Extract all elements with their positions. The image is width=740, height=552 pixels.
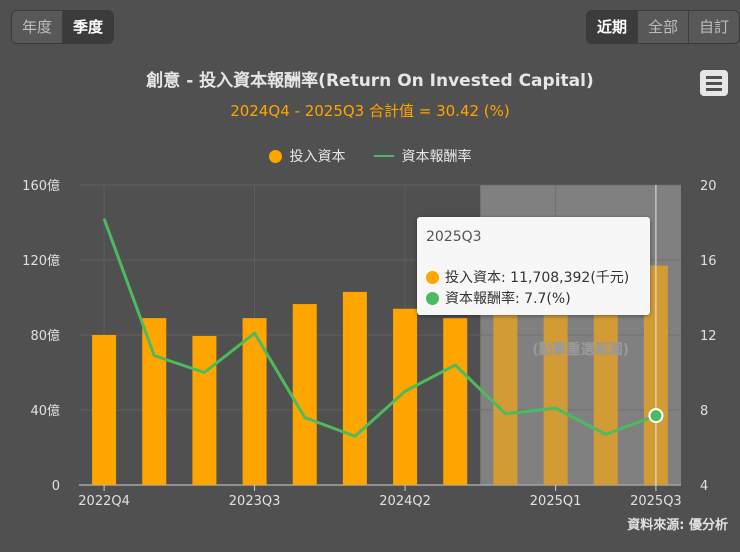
x-tick-label: 2024Q2 — [379, 494, 431, 509]
tab-custom[interactable]: 自訂 — [688, 11, 739, 43]
y-left-tick-label: 0 — [52, 479, 60, 494]
bar-capital — [242, 318, 267, 485]
x-tick-label: 2025Q3 — [630, 494, 682, 509]
y-left-tick-label: 120億 — [22, 253, 60, 269]
bar-capital — [92, 335, 117, 485]
legend-label-roic: 資本報酬率 — [401, 149, 472, 165]
tooltip-row-capital: 投入資本: 11,708,392(千元) — [426, 267, 629, 287]
legend-dot-icon — [268, 149, 282, 163]
bar-capital — [493, 305, 518, 485]
tooltip-capital-value: 投入資本: 11,708,392(千元) — [445, 270, 630, 286]
hamburger-menu-icon[interactable] — [700, 70, 728, 96]
x-tick-label: 2025Q1 — [530, 494, 582, 509]
y-left-tick-label: 160億 — [22, 178, 60, 194]
x-tick-label: 2022Q4 — [78, 494, 130, 509]
legend-item-capital[interactable]: 投入資本 — [268, 146, 346, 166]
line-roic — [102, 218, 657, 438]
tooltip-dot-icon — [426, 291, 439, 305]
period-toggle: 年度 季度 — [11, 10, 115, 44]
range-toggle: 近期 全部 自訂 — [585, 10, 740, 44]
y-left-tick-label: 40億 — [30, 403, 60, 419]
source-credit: 資料來源: 優分析 — [627, 518, 728, 533]
tab-all[interactable]: 全部 — [637, 11, 689, 43]
y-right-tick-label: 16 — [700, 254, 717, 269]
tab-recent[interactable]: 近期 — [586, 11, 638, 43]
y-right-tick-label: 20 — [700, 179, 717, 194]
tab-annual[interactable]: 年度 — [12, 11, 64, 43]
chart-subtitle: 2024Q4 - 2025Q3 合計值 = 30.42 (%) — [230, 102, 510, 120]
legend-label-capital: 投入資本 — [289, 149, 346, 165]
x-tick-label: 2023Q3 — [229, 494, 281, 509]
bar-capital — [292, 304, 317, 485]
tooltip: 2025Q3 投入資本: 11,708,392(千元) 資本報酬率: 7.7(%… — [417, 217, 650, 315]
tooltip-title: 2025Q3 — [426, 229, 482, 245]
tooltip-row-roic: 資本報酬率: 7.7(%) — [426, 288, 571, 308]
bar-capital — [443, 318, 468, 485]
tooltip-dot-icon — [426, 270, 439, 284]
bar-capital — [342, 291, 367, 485]
bar-capital — [192, 335, 217, 485]
y-right-tick-label: 12 — [700, 329, 717, 344]
y-right-tick-label: 8 — [700, 404, 708, 419]
y-right-tick-label: 4 — [700, 479, 708, 494]
line-point-roic-highlight — [648, 408, 664, 424]
chart-title: 創意 - 投入資本報酬率(Return On Invested Capital) — [146, 71, 594, 91]
legend-line-icon — [373, 155, 394, 157]
selection-hint: (點擊重選範圍) — [532, 341, 629, 358]
legend-item-roic[interactable]: 資本報酬率 — [373, 146, 472, 166]
legend: 投入資本 資本報酬率 — [0, 146, 740, 166]
tooltip-roic-value: 資本報酬率: 7.7(%) — [445, 291, 571, 307]
tab-quarterly[interactable]: 季度 — [63, 11, 114, 43]
y-left-tick-label: 80億 — [30, 328, 60, 344]
bar-capital — [142, 318, 167, 485]
